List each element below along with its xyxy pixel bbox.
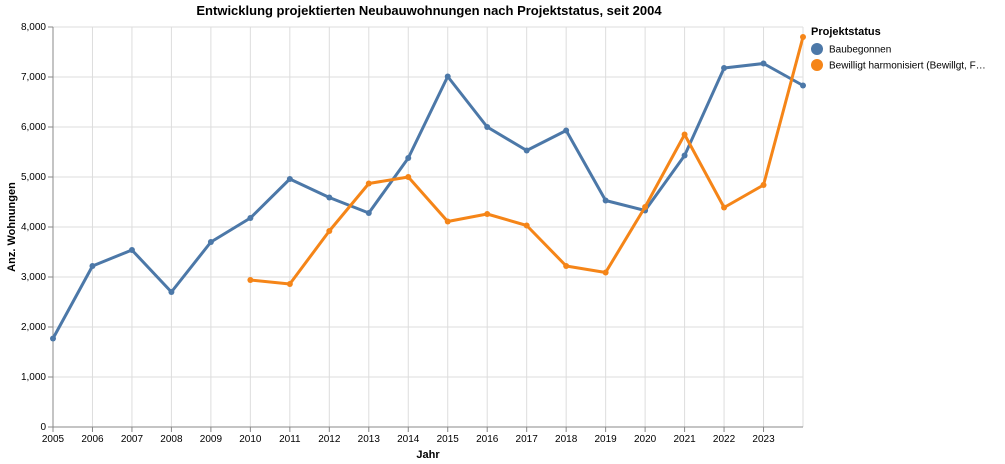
legend-title: Projektstatus xyxy=(811,26,881,38)
chart-title: Entwicklung projektierten Neubauwohnunge… xyxy=(196,3,662,18)
legend-label-1: Baubegonnen xyxy=(829,45,891,56)
data-point-2 xyxy=(326,228,333,234)
x-tick-label: 2013 xyxy=(358,434,381,445)
data-point-1 xyxy=(168,289,175,295)
data-point-1 xyxy=(286,176,293,182)
data-point-1 xyxy=(326,194,333,201)
data-point-1 xyxy=(405,155,412,161)
y-tick-label: 8,000 xyxy=(21,22,46,33)
data-point-1 xyxy=(800,82,806,89)
data-point-2 xyxy=(365,180,372,187)
x-tick-label: 2022 xyxy=(713,434,736,445)
y-tick-label: 7,000 xyxy=(21,72,46,83)
data-point-2 xyxy=(484,211,491,217)
data-point-2 xyxy=(405,174,412,180)
y-tick-label: 5,000 xyxy=(21,172,46,183)
y-tick-label: 3,000 xyxy=(21,272,46,283)
legend: Projektstatus Baubegonnen Bewilligt harmo… xyxy=(811,26,986,72)
x-tick-label: 2005 xyxy=(42,434,65,445)
legend-marker-1 xyxy=(811,43,823,55)
x-tick-label: 2020 xyxy=(634,434,657,445)
data-point-1 xyxy=(50,335,56,342)
data-point-1 xyxy=(602,197,609,204)
data-point-2 xyxy=(247,277,254,283)
grid xyxy=(52,26,804,428)
x-tick-label: 2009 xyxy=(200,434,223,445)
x-tick-label: 2015 xyxy=(437,434,460,445)
y-tick-label: 4,000 xyxy=(21,222,46,233)
x-tick-label: 2011 xyxy=(279,434,301,445)
x-tick-label: 2021 xyxy=(673,434,696,445)
x-tick-label: 2006 xyxy=(81,434,104,445)
y-axis-title: Anz. Wohnungen xyxy=(6,182,18,272)
data-point-1 xyxy=(484,124,491,130)
x-tick-label: 2010 xyxy=(239,434,262,445)
series-line-1 xyxy=(51,62,805,340)
x-tick-label: 2007 xyxy=(121,434,144,445)
y-tick-label: 2,000 xyxy=(21,322,46,333)
data-point-2 xyxy=(602,269,609,276)
y-tick-label: 1,000 xyxy=(21,372,46,383)
data-point-2 xyxy=(286,281,293,287)
data-point-1 xyxy=(721,65,728,71)
data-point-1 xyxy=(89,263,96,269)
data-point-1 xyxy=(563,127,570,134)
data-point-1 xyxy=(681,152,688,159)
data-point-1 xyxy=(365,210,372,216)
x-tick-label: 2018 xyxy=(555,434,578,445)
data-point-2 xyxy=(721,204,728,211)
data-point-1 xyxy=(128,247,135,253)
data-point-2 xyxy=(523,222,530,229)
legend-label-2: Bewilligt harmonisiert (Bewillgt, F… xyxy=(829,61,986,72)
data-point-2 xyxy=(760,182,767,188)
data-point-2 xyxy=(681,131,688,138)
series xyxy=(50,34,806,342)
x-tick-label: 2012 xyxy=(318,434,341,445)
data-point-2 xyxy=(642,204,649,210)
x-tick-label: 2023 xyxy=(752,434,775,445)
data-point-2 xyxy=(800,34,806,40)
x-axis-title: Jahr xyxy=(416,449,440,461)
data-point-1 xyxy=(247,215,254,221)
y-tick-label: 0 xyxy=(40,422,46,433)
y-tick-label: 6,000 xyxy=(21,122,46,133)
data-point-1 xyxy=(760,60,767,67)
axes: 0 1,000 2,000 3,000 4,000 5,000 6,000 7,000 8,00… xyxy=(21,22,803,445)
data-point-2 xyxy=(563,263,570,269)
x-tick-label: 2017 xyxy=(516,434,539,445)
x-tick-label: 2014 xyxy=(397,434,420,445)
data-point-1 xyxy=(207,239,214,245)
x-tick-label: 2016 xyxy=(476,434,499,445)
data-point-1 xyxy=(523,147,530,154)
legend-marker-2 xyxy=(811,59,823,71)
data-point-1 xyxy=(444,73,451,80)
x-tick-label: 2008 xyxy=(160,434,183,445)
data-point-2 xyxy=(444,218,451,225)
x-tick-label: 2019 xyxy=(595,434,618,445)
